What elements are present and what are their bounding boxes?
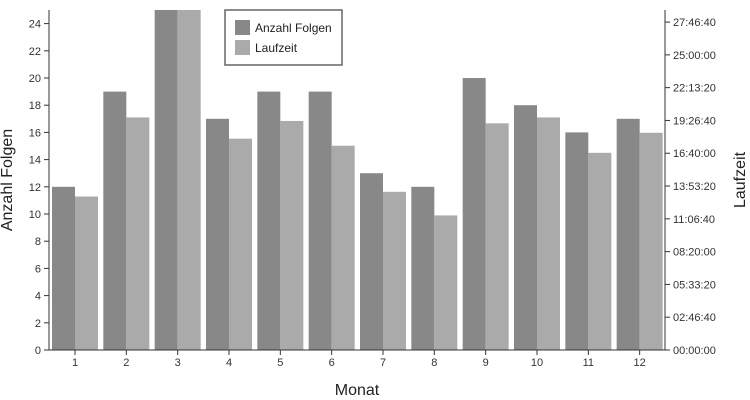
- left-tick-label: 0: [35, 345, 41, 357]
- x-tick-label: 6: [329, 357, 335, 369]
- right-tick-label: 05:33:20: [673, 279, 716, 291]
- bar-laufzeit-12: [639, 132, 663, 350]
- bar-anzahl-folgen-11: [565, 132, 589, 350]
- legend-swatch-laufzeit: [235, 40, 250, 55]
- bar-laufzeit-3: [177, 10, 201, 350]
- left-tick-label: 24: [29, 19, 41, 31]
- legend-label-laufzeit: Laufzeit: [255, 41, 298, 55]
- right-tick-label: 11:06:40: [673, 214, 715, 226]
- bar-laufzeit-9: [485, 123, 509, 350]
- bar-laufzeit-4: [229, 138, 252, 350]
- left-tick-label: 6: [35, 263, 41, 275]
- right-tick-label: 13:53:20: [673, 181, 716, 193]
- right-tick-label: 27:46:40: [673, 17, 716, 29]
- left-tick-label: 22: [29, 46, 41, 58]
- x-tick-label: 4: [226, 357, 232, 369]
- legend-label-anzahl-folgen: Anzahl Folgen: [255, 21, 332, 35]
- x-tick-label: 12: [634, 357, 646, 369]
- x-tick-label: 3: [175, 357, 181, 369]
- left-tick-label: 14: [29, 155, 41, 167]
- bar-laufzeit-11: [588, 152, 612, 350]
- bar-anzahl-folgen-8: [411, 186, 435, 350]
- bar-laufzeit-7: [383, 191, 406, 350]
- bar-laufzeit-10: [537, 117, 560, 351]
- bar-anzahl-folgen-10: [514, 105, 537, 350]
- bar-anzahl-folgen-2: [103, 91, 127, 350]
- bar-anzahl-folgen-9: [462, 78, 486, 350]
- bar-anzahl-folgen-5: [257, 91, 281, 350]
- bar-anzahl-folgen-4: [206, 118, 229, 350]
- bar-laufzeit-1: [75, 196, 98, 350]
- y2-axis-title: Laufzeit: [732, 151, 749, 208]
- x-tick-label: 10: [531, 357, 543, 369]
- x-tick-label: 1: [72, 357, 78, 369]
- bar-anzahl-folgen-1: [52, 186, 75, 350]
- x-tick-label: 2: [123, 357, 129, 369]
- left-tick-label: 4: [35, 291, 41, 303]
- bar-anzahl-folgen-6: [308, 91, 332, 350]
- x-axis: 1 2 3 4 5 6 7 8 9 10 11 12: [49, 349, 665, 369]
- x-axis-title: Monat: [335, 382, 380, 399]
- right-tick-label: 08:20:00: [673, 247, 716, 259]
- bar-laufzeit-8: [434, 215, 458, 350]
- x-tick-label: 7: [380, 357, 386, 369]
- bar-laufzeit-2: [126, 117, 150, 351]
- bar-laufzeit-6: [331, 145, 355, 350]
- left-tick-label: 18: [29, 100, 41, 112]
- left-tick-label: 8: [35, 236, 41, 248]
- bars: [52, 10, 663, 351]
- left-tick-label: 20: [29, 73, 41, 85]
- x-tick-label: 11: [583, 357, 594, 369]
- bar-anzahl-folgen-12: [616, 118, 640, 350]
- x-tick-label: 9: [483, 357, 489, 369]
- left-tick-label: 12: [29, 182, 41, 194]
- bar-laufzeit-5: [280, 120, 304, 350]
- right-axis: 00:00:00 02:46:40 05:33:20 08:20:00 11:06:40…: [664, 10, 716, 357]
- right-tick-label: 16:40:00: [673, 148, 716, 160]
- left-tick-label: 16: [29, 127, 41, 139]
- right-tick-label: 02:46:40: [673, 312, 716, 324]
- right-tick-label: 19:26:40: [673, 115, 716, 127]
- right-tick-label: 22:13:20: [673, 83, 716, 95]
- right-tick-label: 00:00:00: [673, 345, 716, 357]
- bar-anzahl-folgen-3: [154, 10, 178, 350]
- y-axis-title: Anzahl Folgen: [0, 129, 16, 231]
- left-tick-label: 10: [29, 209, 41, 221]
- legend: Anzahl Folgen Laufzeit: [224, 9, 343, 66]
- x-tick-label: 8: [431, 357, 437, 369]
- legend-box: [224, 9, 343, 66]
- bar-anzahl-folgen-7: [360, 173, 383, 350]
- left-tick-label: 2: [35, 318, 41, 330]
- legend-swatch-anzahl-folgen: [235, 20, 250, 35]
- right-tick-label: 25:00:00: [673, 50, 716, 62]
- x-tick-label: 5: [277, 357, 283, 369]
